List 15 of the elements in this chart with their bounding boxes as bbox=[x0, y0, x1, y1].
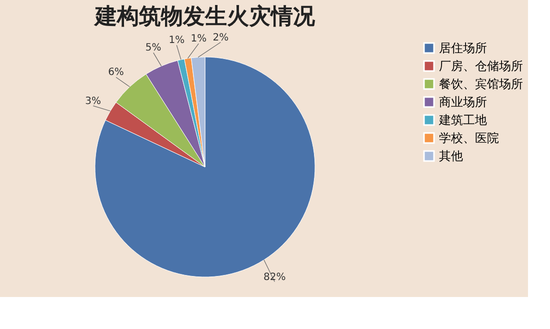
data-label: 5% bbox=[145, 42, 162, 54]
legend-label: 居住场所 bbox=[439, 41, 487, 55]
legend-label: 厂房、仓储场所 bbox=[439, 59, 523, 73]
chart-title: 建构筑物发生火灾情况 bbox=[93, 3, 316, 30]
legend-label: 商业场所 bbox=[439, 95, 487, 109]
data-label: 1% bbox=[190, 34, 207, 45]
legend-label: 餐饮、宾馆场所 bbox=[439, 77, 523, 91]
legend-label: 学校、医院 bbox=[439, 131, 499, 145]
data-label: 3% bbox=[85, 96, 102, 107]
data-label: 6% bbox=[108, 67, 124, 78]
legend-label: 其他 bbox=[439, 149, 463, 163]
legend-label: 建筑工地 bbox=[438, 113, 487, 127]
data-label: 1% bbox=[168, 35, 185, 46]
data-label: 82% bbox=[264, 272, 286, 283]
data-label: 2% bbox=[212, 32, 229, 44]
